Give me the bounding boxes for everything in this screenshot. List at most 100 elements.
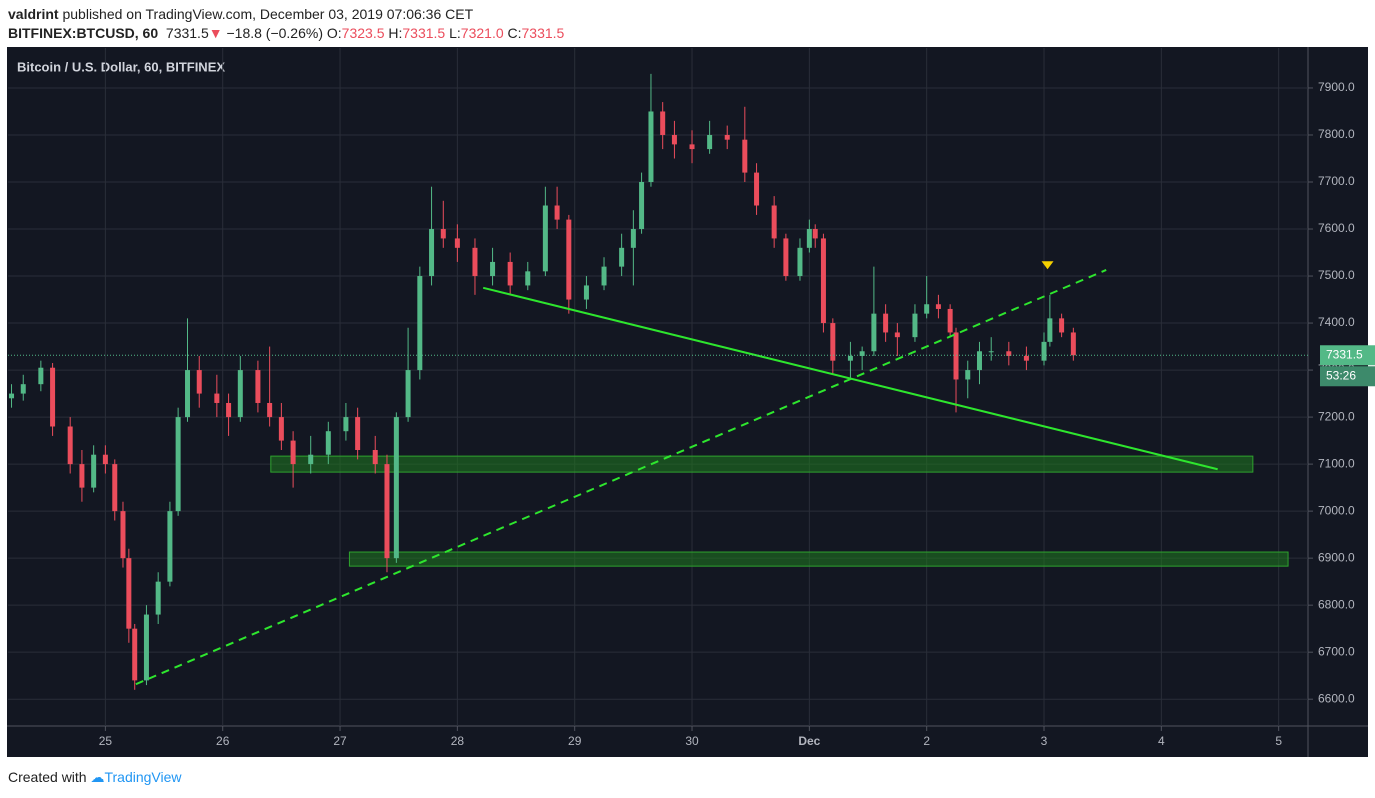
candle-body: [1047, 318, 1053, 342]
candle-body: [384, 464, 390, 559]
countdown-label: 53:26: [1326, 368, 1356, 382]
x-tick-label: 28: [451, 734, 465, 748]
candle-body: [454, 238, 460, 248]
chart-title: Bitcoin / U.S. Dollar, 60, BITFINEX: [17, 59, 225, 74]
countdown-box: [1320, 366, 1375, 387]
candle-body: [325, 431, 331, 455]
candle-body: [1006, 351, 1012, 356]
candle-body: [583, 285, 589, 300]
ohlc-value: 7323.5: [341, 25, 385, 41]
candle-body: [355, 417, 361, 451]
candle-body: [290, 440, 296, 465]
support-zone: [270, 455, 1254, 473]
trendline: [135, 269, 1107, 686]
candle-body: [847, 355, 853, 361]
candle-body: [660, 111, 666, 135]
x-tick-label: 26: [216, 734, 230, 748]
candle-body: [601, 266, 607, 286]
candle-body: [724, 134, 730, 140]
candle-body: [671, 134, 677, 145]
candle-body: [196, 370, 202, 394]
ohlc-label: C:: [507, 25, 522, 41]
x-tick-label: 3: [1041, 734, 1048, 748]
arrow: ▼: [208, 25, 223, 41]
candle-body: [278, 417, 284, 441]
publish-line: valdrint published on TradingView.com, D…: [8, 6, 473, 22]
y-tick-label: 6700.0: [1318, 644, 1355, 658]
x-tick-label: 29: [568, 734, 582, 748]
ohlc-label: O:: [326, 25, 342, 41]
candle-body: [132, 628, 138, 681]
y-tick-label: 7900.0: [1318, 80, 1355, 94]
ohlc-value: 7331.5: [521, 25, 565, 41]
candle-body: [143, 614, 149, 681]
candle-body: [440, 229, 446, 239]
y-tick-label: 6900.0: [1318, 550, 1355, 564]
candle-body: [742, 139, 748, 173]
candle-body: [167, 511, 173, 582]
candle-body: [806, 229, 812, 248]
candle-body: [126, 558, 132, 629]
candle-body: [79, 464, 85, 488]
x-tick-label: 25: [99, 734, 113, 748]
candle-body: [812, 229, 818, 239]
candle-body: [1070, 332, 1076, 356]
x-tick-label: 5: [1275, 734, 1282, 748]
last-price-label: 7331.5: [1326, 347, 1363, 361]
y-tick-label: 7200.0: [1318, 409, 1355, 423]
brand: TradingView: [104, 769, 182, 785]
candle-body: [554, 205, 560, 220]
candle-body: [648, 111, 654, 183]
signal-marker: [1041, 261, 1054, 270]
x-tick-label: 4: [1158, 734, 1165, 748]
support-zone: [348, 551, 1289, 567]
candle-body: [689, 144, 695, 150]
candle-body: [924, 304, 930, 314]
candle-body: [619, 247, 625, 267]
candle-body: [91, 454, 97, 488]
last-price-box: [1320, 345, 1375, 366]
chart: Bitcoin / U.S. Dollar, 60, BITFINEX 6600…: [7, 47, 1375, 757]
footer: Created with ☁TradingView: [8, 769, 182, 785]
ohlc: O:7323.5 H:7331.5 L:7321.0 C:7331.5: [327, 25, 564, 41]
candle-body: [707, 134, 713, 150]
candle-body: [507, 261, 513, 286]
ohlc-value: 7331.5: [402, 25, 446, 41]
chart-background: [7, 47, 1368, 757]
candle-body: [771, 205, 777, 239]
candle-body: [112, 464, 118, 512]
candle-body: [67, 426, 73, 465]
y-tick-label: 6800.0: [1318, 597, 1355, 611]
candle-body: [566, 219, 572, 300]
candle-body: [783, 238, 789, 277]
y-tick-label: 7700.0: [1318, 174, 1355, 188]
candle-body: [237, 370, 243, 418]
candle-body: [947, 308, 953, 333]
candle-body: [405, 370, 411, 418]
candle-body: [965, 370, 971, 380]
candle-body: [372, 450, 378, 465]
candle-body: [155, 581, 161, 615]
candle-body: [255, 370, 261, 403]
candle-body: [630, 229, 636, 248]
candle-body: [1059, 318, 1065, 333]
x-tick-label: 30: [685, 734, 699, 748]
candle-body: [883, 313, 889, 333]
candle-body: [393, 417, 399, 559]
published: published on TradingView.com, December 0…: [62, 6, 474, 22]
candle-body: [1041, 341, 1047, 361]
x-tick-label: 27: [333, 734, 347, 748]
candle-body: [429, 229, 435, 277]
candle-body: [542, 205, 548, 272]
change: −18.8 (−0.26%): [226, 25, 323, 41]
candle-body: [472, 247, 478, 277]
candle-body: [639, 182, 645, 230]
candle-body: [525, 271, 531, 286]
y-tick-label: 7800.0: [1318, 127, 1355, 141]
candle-body: [894, 332, 900, 338]
candle-body: [214, 393, 220, 403]
candle-body: [308, 454, 314, 465]
candle-body: [50, 367, 56, 427]
candle-body: [9, 393, 15, 399]
